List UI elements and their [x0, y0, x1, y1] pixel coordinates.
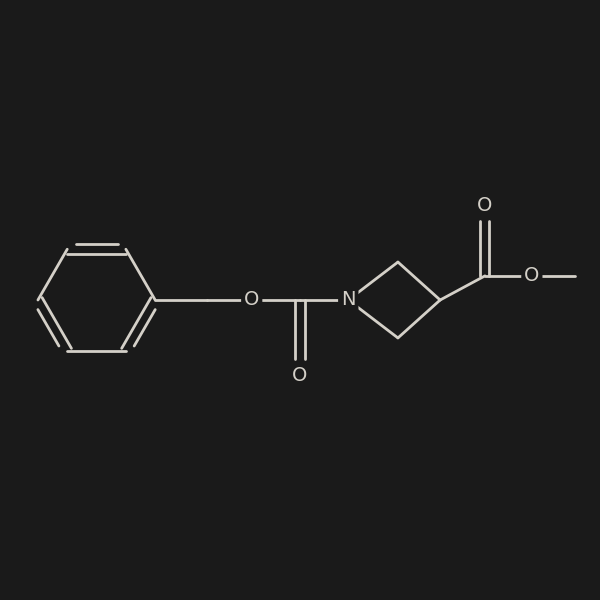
Text: O: O: [524, 266, 539, 286]
Text: O: O: [477, 196, 493, 215]
Text: O: O: [292, 367, 308, 385]
Text: N: N: [341, 290, 356, 310]
Text: O: O: [244, 290, 259, 310]
